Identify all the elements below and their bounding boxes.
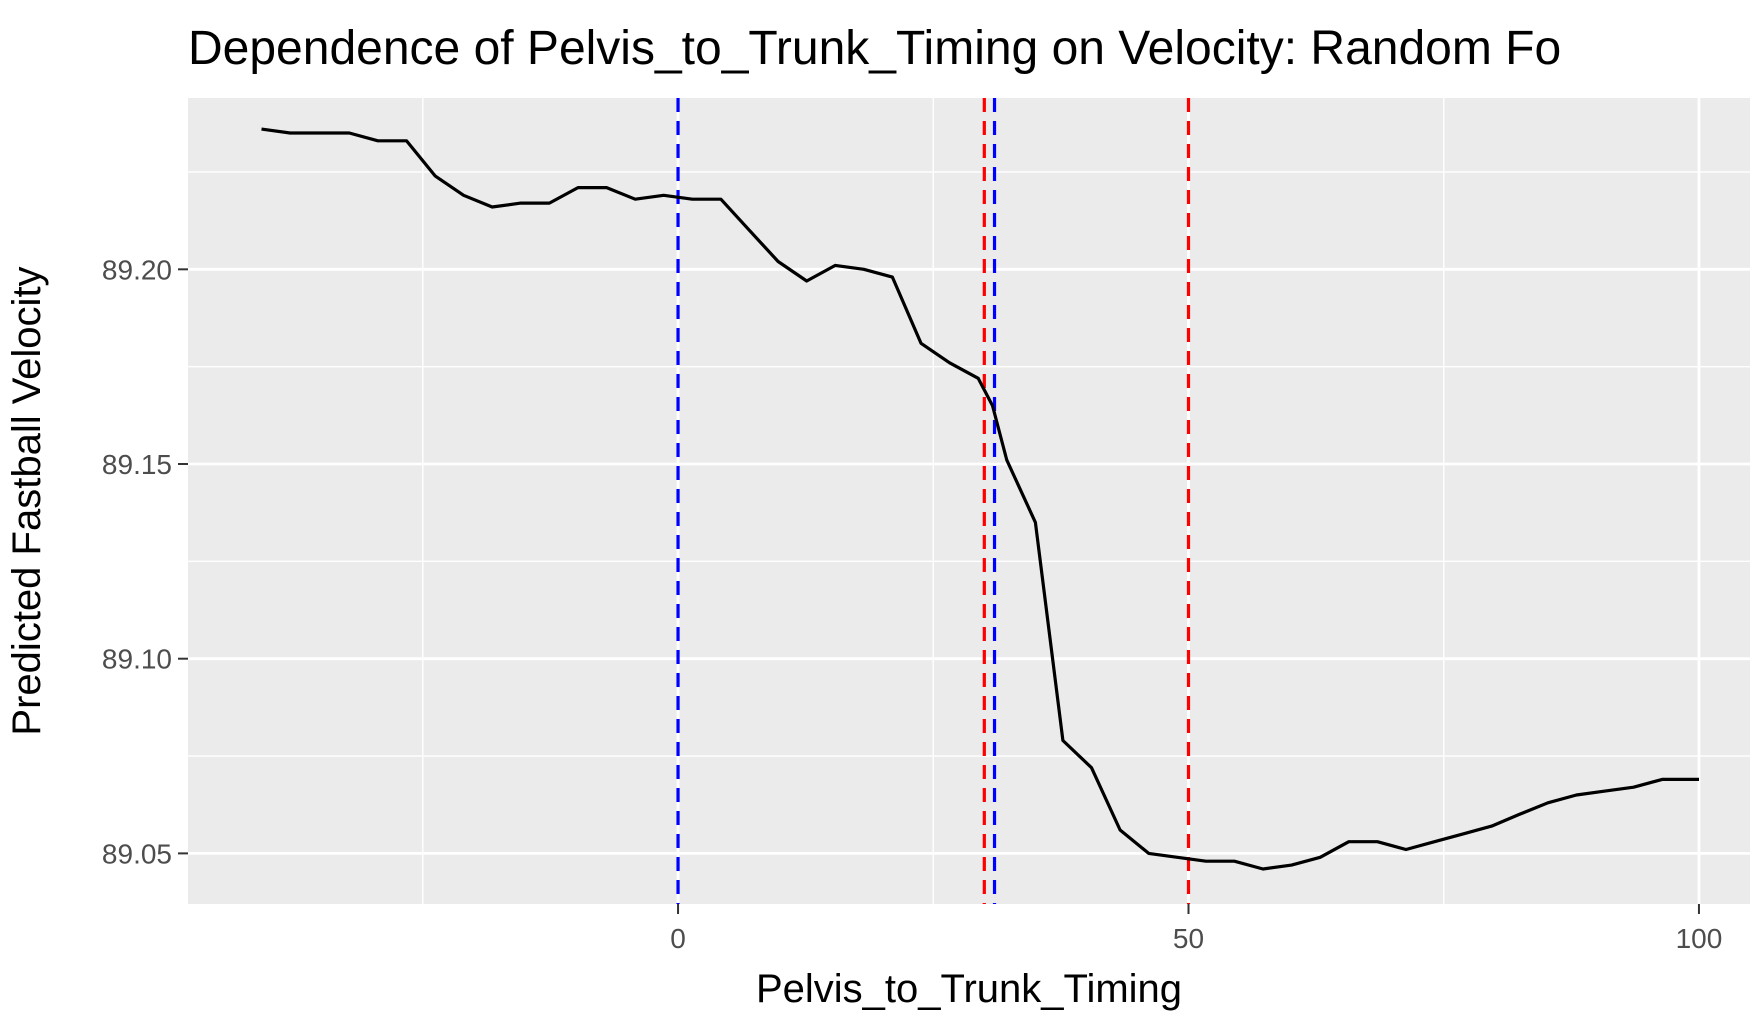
x-axis: 0 50 100 (670, 904, 1722, 954)
reference-lines (676, 98, 1191, 904)
x-tick-label: 100 (1676, 923, 1723, 954)
y-tick-label: 89.10 (102, 644, 172, 675)
plot-panel (188, 98, 1750, 904)
x-tick-label: 50 (1173, 923, 1204, 954)
series-line (261, 127, 1699, 871)
y-tick-label: 89.15 (102, 449, 172, 480)
y-axis: 89.05 89.10 89.15 89.20 (102, 254, 188, 869)
x-tick-label: 0 (670, 923, 686, 954)
grid-minor (188, 98, 1750, 904)
grid-major (188, 98, 1750, 904)
y-tick-label: 89.20 (102, 254, 172, 285)
x-axis-title: Pelvis_to_Trunk_Timing (756, 967, 1182, 1011)
y-axis-title: Predicted Fastball Velocity (5, 266, 49, 735)
chart-title: Dependence of Pelvis_to_Trunk_Timing on … (188, 22, 1561, 75)
y-tick-label: 89.05 (102, 838, 172, 869)
